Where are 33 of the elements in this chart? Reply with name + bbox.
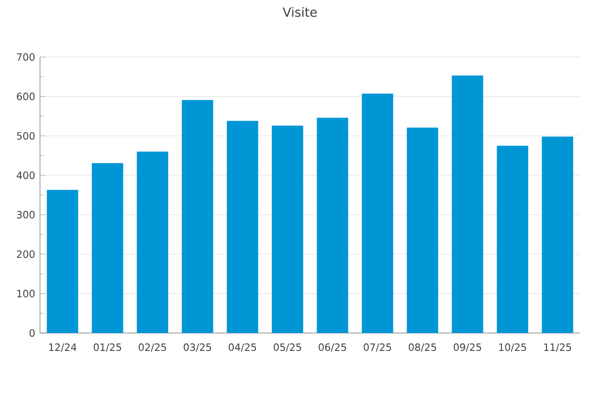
bar [182,100,214,333]
x-tick-label: 04/25 [228,343,256,352]
y-tick-label: 700 [17,53,35,61]
bar [272,126,304,333]
bar [226,120,258,333]
bar [452,76,484,333]
bar [542,136,574,333]
x-tick-label: 05/25 [274,343,302,352]
x-tick-label: 02/25 [138,343,166,352]
x-tick-label: 09/25 [454,343,482,352]
y-tick-label: 300 [16,210,35,219]
bar [316,118,348,333]
bar [136,152,168,333]
bar [362,94,394,333]
chart-title: Visite [282,7,317,17]
x-tick-label: 03/25 [184,343,212,352]
bar [406,128,438,333]
bar [92,163,124,333]
y-tick-label: 500 [16,132,35,140]
y-tick-label: 100 [17,290,35,298]
y-tick-label: 0 [30,329,35,337]
x-tick-label: 12/24 [49,343,76,352]
y-tick-label: 600 [16,92,35,100]
y-tick-label: 400 [16,172,35,180]
y-tick-label: 200 [16,250,35,258]
x-tick-label: 11/25 [544,343,572,352]
bar [496,146,528,333]
x-tick-label: 06/25 [318,343,346,352]
bar [46,190,78,333]
x-tick-label: 01/25 [94,343,122,352]
x-tick-label: 10/25 [499,343,526,352]
x-tick-label: 08/25 [408,343,436,352]
x-tick-label: 07/25 [364,343,392,352]
